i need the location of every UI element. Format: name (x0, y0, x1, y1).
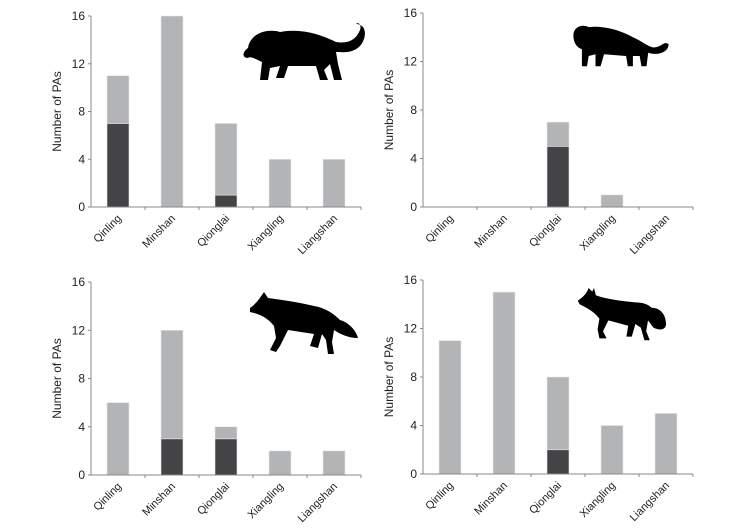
y-tick-label: 0 (410, 200, 417, 214)
x-tick-label: Qinling (91, 481, 124, 514)
bar-total-qinling (106, 75, 130, 124)
x-tick-label: Qionglai (527, 213, 564, 250)
y-tick-label: 12 (404, 322, 418, 336)
bar-total-minshan (160, 15, 184, 208)
y-tick-label: 16 (404, 273, 418, 287)
bar-total-minshan (160, 329, 184, 440)
x-tick-label: Xiangling (246, 213, 286, 253)
x-tick-label: Minshan (140, 213, 178, 251)
y-tick-label: 16 (72, 275, 86, 289)
fox-icon (577, 288, 666, 341)
y-tick-label: 8 (78, 105, 85, 119)
x-tick-label: Qinling (423, 480, 456, 513)
x-tick-label: Liangshan (628, 213, 672, 257)
bar-total-minshan (492, 291, 516, 475)
golden-cat-icon (573, 25, 669, 67)
y-tick-label: 4 (78, 152, 85, 166)
bar-total-qionglai (546, 376, 570, 451)
panel-bottom-left: Qinling Minshan Qionglai Xiangling Liangshan… (50, 275, 362, 525)
y-axis-label: Number of PAs (50, 338, 64, 418)
y-tick-label: 16 (72, 9, 86, 23)
x-tick-label: Xiangling (578, 213, 618, 253)
panel-top-right: Qinling Minshan Qionglai Xiangling Liangshan… (382, 6, 694, 257)
x-tick-label: Qionglai (195, 213, 232, 250)
x-tick-label: Minshan (140, 481, 178, 519)
bar-total-liangshan (654, 413, 678, 475)
bar-highlight-minshan (160, 438, 184, 476)
bar-total-xiangling (600, 194, 624, 208)
panel-top-left: Qinling Minshan Qionglai Xiangling Liangshan… (50, 9, 365, 257)
bar-total-xiangling (268, 450, 292, 476)
x-tick-label: Minshan (472, 480, 510, 518)
y-axis-label: Number of PAs (50, 71, 64, 151)
x-tick-label: Qionglai (195, 481, 232, 518)
x-tick-label: Xiangling (246, 481, 286, 521)
bar-total-qionglai (214, 123, 238, 196)
x-tick-label: Liangshan (628, 480, 672, 524)
bar-total-xiangling (600, 425, 624, 475)
bar-total-qinling (438, 340, 462, 475)
bar-highlight-qionglai (214, 438, 238, 476)
y-tick-label: 4 (410, 419, 417, 433)
x-tick-label: Minshan (472, 213, 510, 251)
y-tick-label: 4 (78, 420, 85, 434)
bar-highlight-qionglai (546, 449, 570, 475)
y-tick-label: 12 (72, 57, 86, 71)
x-tick-label: Xiangling (578, 480, 618, 520)
panel-bottom-right: Qinling Minshan Qionglai Xiangling Liangshan… (382, 273, 694, 524)
bar-highlight-qinling (106, 123, 130, 208)
y-tick-label: 0 (78, 468, 85, 482)
bar-highlight-qionglai (546, 146, 570, 208)
y-tick-label: 8 (410, 103, 417, 117)
y-tick-label: 8 (410, 370, 417, 384)
bar-total-qinling (106, 402, 130, 476)
y-axis-label: Number of PAs (382, 70, 396, 150)
y-axis-label: Number of PAs (382, 337, 396, 417)
x-tick-label: Liangshan (296, 213, 340, 257)
y-tick-label: 0 (410, 467, 417, 481)
y-tick-label: 8 (78, 372, 85, 386)
dhole-icon (250, 292, 358, 354)
x-tick-label: Liangshan (296, 481, 340, 525)
y-tick-label: 4 (410, 152, 417, 166)
bar-highlight-qionglai (214, 194, 238, 208)
bar-total-liangshan (322, 158, 346, 208)
y-tick-label: 0 (78, 200, 85, 214)
x-tick-label: Qinling (423, 213, 456, 246)
y-tick-label: 12 (72, 323, 86, 337)
y-tick-label: 16 (404, 6, 418, 20)
bar-total-liangshan (322, 450, 346, 476)
bar-total-qionglai (214, 426, 238, 440)
bar-total-qionglai (546, 121, 570, 147)
x-tick-label: Qionglai (527, 480, 564, 517)
y-tick-label: 12 (404, 55, 418, 69)
x-tick-label: Qinling (91, 213, 124, 246)
bar-total-xiangling (268, 158, 292, 208)
leopard-icon (243, 23, 365, 80)
